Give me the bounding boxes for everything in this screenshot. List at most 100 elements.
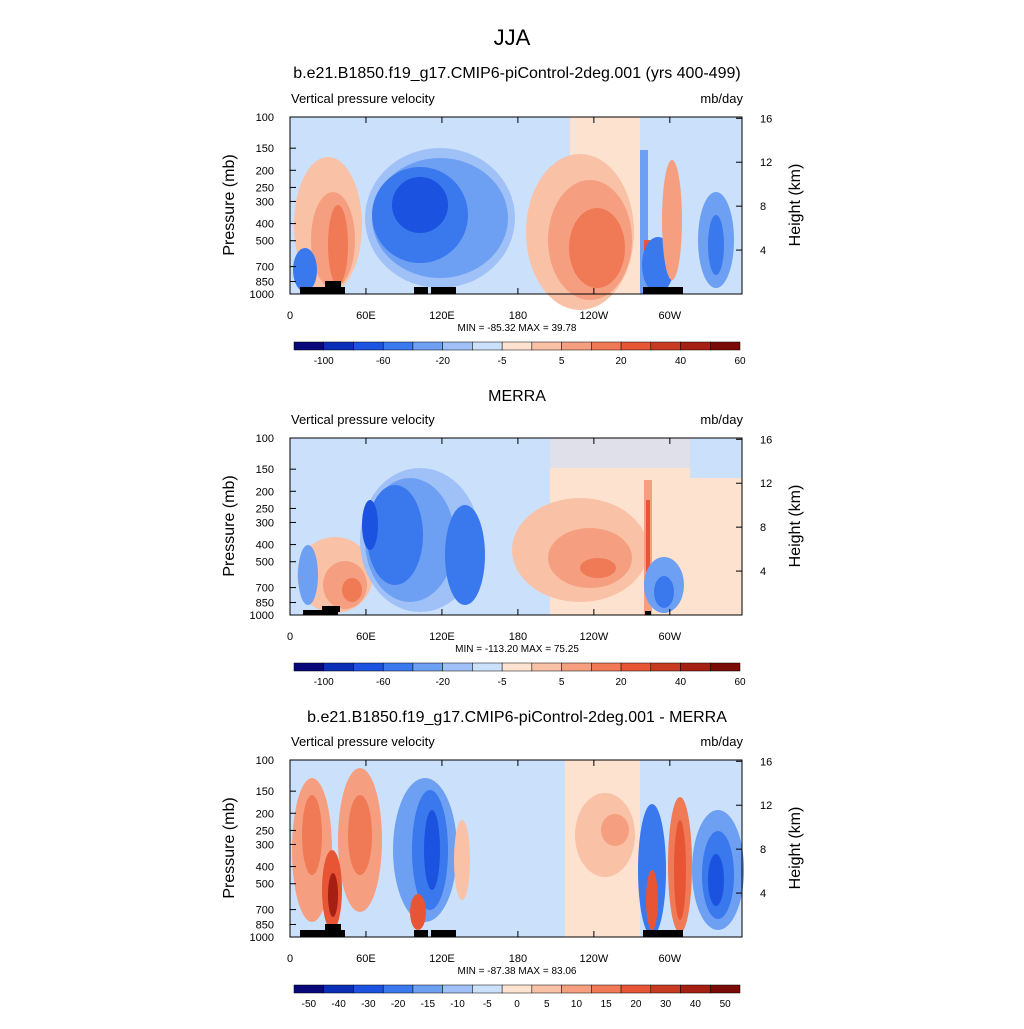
colorbar-label: 30	[660, 999, 672, 1010]
y-tick-label: 850	[256, 277, 274, 289]
colorbar-label: -20	[435, 677, 450, 688]
panel-3-plot	[289, 759, 744, 938]
x-tick-label: 120W	[579, 631, 608, 643]
y-right-tick-label: 8	[760, 522, 766, 534]
y-right-tick-label: 12	[760, 478, 772, 490]
y-tick-label: 100	[256, 755, 274, 767]
colorbar-swatch	[472, 984, 503, 994]
y-right-tick-label: 8	[760, 844, 766, 856]
y-tick-label: 300	[256, 839, 274, 851]
y-tick-label: 250	[256, 182, 274, 194]
y-tick-label: 100	[256, 433, 274, 445]
colorbar-swatch	[650, 984, 681, 994]
x-tick-label: 120W	[579, 310, 608, 322]
x-tick-label: 180	[509, 310, 527, 322]
y-tick-label: 250	[256, 503, 274, 515]
colorbar-swatch	[680, 662, 711, 672]
colorbar-swatch	[620, 341, 652, 351]
panel-2: MERRA Vertical pressure velocity mb/day	[221, 388, 804, 688]
panel-1-plot	[289, 116, 743, 310]
panel-3-x-axis: 0 60E 120E 180 120W 60W	[287, 760, 682, 965]
panel-2-left-label: Vertical pressure velocity	[291, 412, 435, 427]
y-right-tick-label: 4	[760, 245, 766, 257]
panel-1-y-axis: Pressure (mb) 100 150 200 250 300 400 500 700 85…	[221, 112, 296, 301]
panel-2-title: MERRA	[488, 388, 546, 405]
colorbar-label: -15	[421, 999, 436, 1010]
panel-3-stats: MIN = -87.38 MAX = 83.06	[458, 966, 577, 977]
colorbar-swatch	[531, 662, 562, 672]
y-tick-label: 1000	[250, 932, 274, 944]
colorbar-swatch	[591, 984, 622, 994]
panel-1-stats: MIN = -85.32 MAX = 39.78	[458, 323, 577, 334]
colorbar-swatch	[293, 984, 324, 994]
y-tick-label: 500	[256, 879, 274, 891]
colorbar-swatch	[412, 662, 443, 672]
colorbar-swatch	[591, 341, 622, 351]
colorbar-label: 0	[514, 999, 520, 1010]
colorbar-label: 40	[675, 356, 687, 367]
colorbar-label: 60	[734, 356, 746, 367]
colorbar-swatch	[323, 984, 354, 994]
panel-1-right-label: mb/day	[700, 91, 743, 106]
colorbar-swatch	[472, 662, 503, 672]
panel-2-right-label: mb/day	[700, 412, 743, 427]
y-tick-label: 300	[256, 517, 274, 529]
colorbar-label: -100	[314, 356, 334, 367]
colorbar-swatch	[472, 341, 503, 351]
panel-1: b.e21.B1850.f19_g17.CMIP6-piControl-2deg…	[221, 65, 804, 367]
x-tick-label: 60E	[356, 953, 376, 965]
y-tick-label: 500	[256, 557, 274, 569]
y-right-tick-label: 16	[760, 434, 772, 446]
panel-2-ylabel-right: Height (km)	[787, 485, 804, 568]
colorbar-swatch	[680, 341, 711, 351]
y-tick-label: 850	[256, 920, 274, 932]
y-tick-label: 400	[256, 862, 274, 874]
colorbar-label: 5	[544, 999, 550, 1010]
x-tick-label: 180	[509, 631, 527, 643]
y-tick-label: 700	[256, 262, 274, 274]
panel-2-stats: MIN = -113.20 MAX = 75.25	[455, 644, 579, 655]
panel-3-left-label: Vertical pressure velocity	[291, 734, 435, 749]
y-tick-label: 200	[256, 808, 274, 820]
colorbar-swatch	[412, 341, 443, 351]
colorbar-swatch	[561, 341, 592, 351]
x-tick-label: 0	[287, 631, 293, 643]
colorbar-label: 15	[601, 999, 613, 1010]
colorbar-swatch	[620, 662, 652, 672]
colorbar-swatch	[353, 984, 384, 994]
panel-2-plot	[289, 437, 743, 616]
panel-2-colorbar: -100 -60 -20 -5 5 20 40 60	[293, 662, 746, 688]
panel-1-x-axis: 0 60E 120E 180 120W 60W	[287, 117, 682, 322]
colorbar-swatch	[591, 662, 622, 672]
panel-2-y-right-axis: Height (km) 16 12 8 4	[736, 434, 804, 578]
colorbar-swatch	[442, 662, 473, 672]
colorbar-swatch	[531, 341, 562, 351]
colorbar-swatch	[710, 984, 741, 994]
colorbar-label: 20	[616, 356, 628, 367]
panel-1-ylabel-right: Height (km)	[787, 164, 804, 247]
colorbar-label: 20	[630, 999, 642, 1010]
colorbar-label: 60	[734, 677, 746, 688]
colorbar-label: -20	[391, 999, 406, 1010]
panel-2-x-axis: 0 60E 120E 180 120W 60W	[287, 438, 682, 643]
panel-3-ylabel-right: Height (km)	[787, 807, 804, 890]
panel-3: b.e21.B1850.f19_g17.CMIP6-piControl-2deg…	[221, 709, 804, 1010]
panel-3-colorbar: -50 -40 -30 -20 -15 -10 -5 0 5 10 15 20 30 40 50	[293, 984, 741, 1010]
y-tick-label: 100	[256, 112, 274, 124]
colorbar-label: 20	[616, 677, 628, 688]
colorbar-label: -60	[376, 356, 391, 367]
colorbar-swatch	[382, 984, 414, 994]
colorbar-swatch	[412, 984, 443, 994]
y-tick-label: 200	[256, 165, 274, 177]
colorbar-label: -5	[498, 677, 507, 688]
colorbar-label: 40	[675, 677, 687, 688]
panel-3-y-right-axis: Height (km) 16 12 8 4	[736, 756, 804, 900]
colorbar-swatch	[353, 341, 384, 351]
colorbar-label: -50	[302, 999, 317, 1010]
x-tick-label: 60W	[659, 310, 682, 322]
y-right-tick-label: 16	[760, 113, 772, 125]
x-tick-label: 120E	[429, 310, 455, 322]
colorbar-swatch	[650, 341, 681, 351]
panel-3-y-axis: Pressure (mb) 100 150 200 250 300 400 500 700 85…	[221, 755, 296, 944]
y-tick-label: 500	[256, 236, 274, 248]
